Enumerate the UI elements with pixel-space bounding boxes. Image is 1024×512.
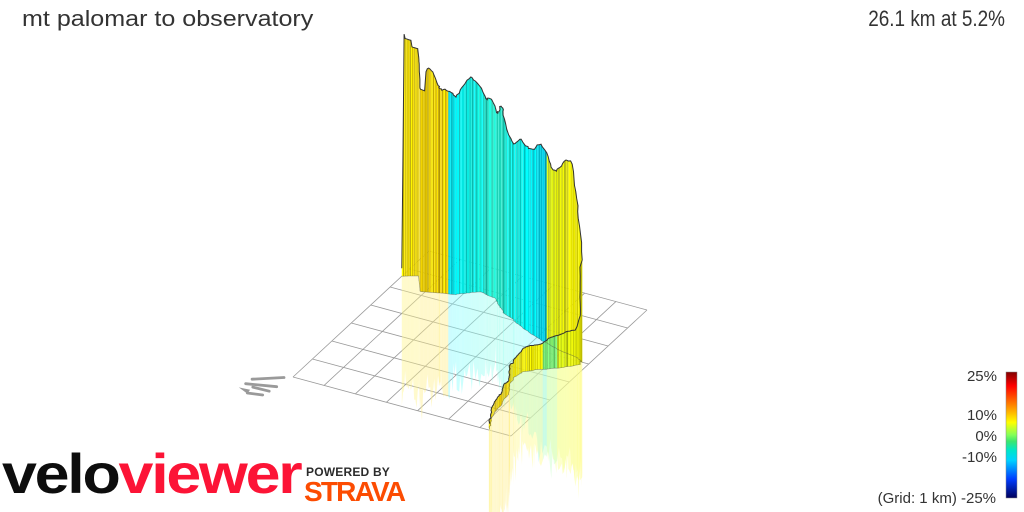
svg-text:0%: 0%	[975, 428, 997, 445]
svg-text:(Grid: 1 km) -25%: (Grid: 1 km) -25%	[878, 490, 996, 507]
svg-text:10%: 10%	[967, 407, 997, 424]
svg-text:25%: 25%	[967, 368, 997, 385]
svg-text:-10%: -10%	[962, 449, 997, 466]
